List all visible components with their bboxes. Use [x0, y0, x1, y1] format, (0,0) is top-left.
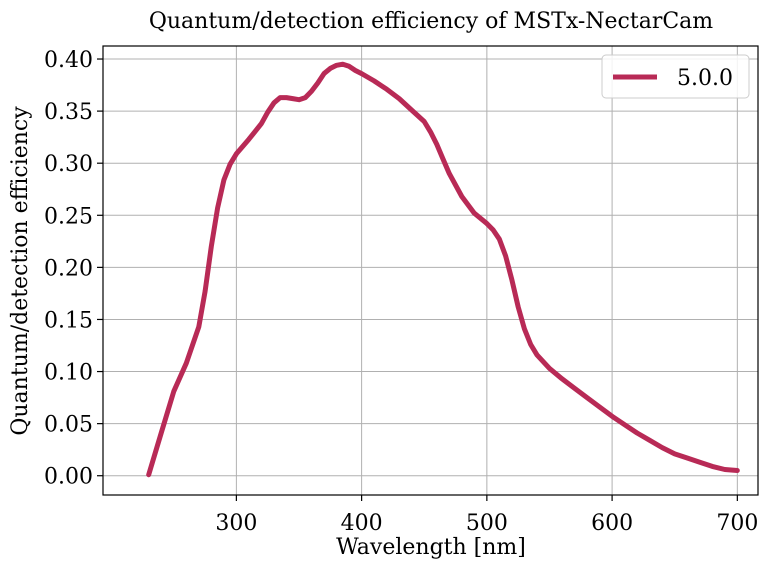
y-axis-ticks: 0.00 0.05 0.10 0.15 0.20 0.25 0.30 0.35 0.40: [44, 48, 103, 490]
plot-area-frame: [102, 45, 759, 496]
series-layer: [146, 61, 740, 478]
y-tick-label: 0.20: [44, 256, 93, 281]
series-line-5-0-0: [146, 61, 740, 478]
y-tick-label: 0.00: [44, 465, 93, 490]
y-tick-label: 0.05: [44, 413, 93, 438]
x-tick-label: 600: [591, 511, 633, 536]
x-axis-label: Wavelength [nm]: [336, 535, 526, 560]
chart-title: Quantum/detection efficiency of MSTx-Nec…: [149, 9, 713, 34]
legend-box: [601, 54, 750, 99]
y-tick-label: 0.30: [44, 152, 93, 177]
grid-lines: [103, 46, 758, 495]
y-tick-label: 0.15: [44, 308, 93, 333]
x-tick-label: 400: [341, 511, 383, 536]
legend: 5.0.0: [601, 54, 750, 99]
y-axis-label: Quantum/detection efficiency: [8, 106, 33, 436]
x-tick-label: 300: [215, 511, 257, 536]
y-tick-label: 0.10: [44, 361, 93, 386]
y-tick-label: 0.40: [44, 48, 93, 73]
legend-label-5-0-0: 5.0.0: [677, 66, 733, 91]
x-tick-label: 700: [716, 511, 758, 536]
y-tick-label: 0.25: [44, 204, 93, 229]
x-tick-label: 500: [466, 511, 508, 536]
x-axis-ticks: 300 400 500 600 700: [215, 495, 758, 536]
y-tick-label: 0.35: [44, 100, 93, 125]
